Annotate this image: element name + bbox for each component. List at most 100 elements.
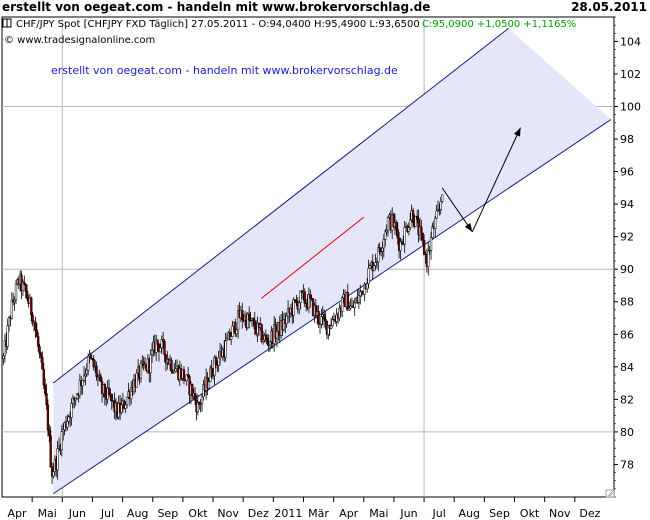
candle bbox=[378, 242, 381, 255]
candle bbox=[246, 311, 249, 330]
candle bbox=[38, 343, 41, 359]
candle bbox=[253, 311, 256, 335]
x-tick-label: Apr bbox=[8, 507, 28, 520]
candle bbox=[307, 287, 311, 314]
candle-body bbox=[268, 341, 272, 346]
candle bbox=[403, 220, 406, 254]
candle-body bbox=[56, 448, 59, 471]
candle-body bbox=[6, 325, 9, 347]
forecast-arrow-1 bbox=[441, 187, 473, 233]
candle-body bbox=[82, 375, 86, 381]
candle bbox=[31, 311, 34, 327]
candle-body bbox=[66, 421, 69, 428]
source-copyright-text: © www.tradesignalonline.com bbox=[4, 35, 155, 46]
candle bbox=[103, 382, 106, 406]
candle-body bbox=[130, 387, 133, 400]
x-tick-label: Jul bbox=[432, 507, 446, 520]
candle bbox=[200, 392, 204, 412]
candle bbox=[320, 308, 323, 329]
candle bbox=[438, 203, 441, 216]
candle-body bbox=[120, 404, 123, 413]
candlestick-series bbox=[2, 194, 444, 485]
candle-body bbox=[34, 321, 37, 331]
watermark-text: erstellt von oegeat.com - handeln mit ww… bbox=[51, 64, 398, 77]
candle bbox=[42, 362, 45, 390]
candle-body bbox=[248, 313, 251, 321]
candle-body bbox=[416, 215, 419, 220]
candle bbox=[236, 304, 240, 339]
candle-body bbox=[87, 356, 90, 371]
candle bbox=[303, 288, 306, 308]
candle-body bbox=[346, 292, 349, 311]
candle bbox=[155, 334, 158, 362]
candle bbox=[71, 394, 75, 409]
candle bbox=[435, 204, 438, 219]
candle bbox=[314, 298, 317, 319]
candle-body bbox=[349, 305, 352, 309]
candle bbox=[217, 350, 220, 372]
candle-body bbox=[368, 265, 372, 269]
candle-body bbox=[396, 229, 399, 239]
candle-body bbox=[161, 339, 165, 342]
candle-body bbox=[409, 219, 412, 228]
candle bbox=[309, 289, 312, 308]
arrow-head-icon bbox=[464, 222, 473, 232]
candle bbox=[7, 315, 11, 332]
candle bbox=[95, 361, 98, 381]
candle bbox=[348, 301, 351, 311]
candle-body bbox=[320, 316, 323, 325]
candle-body bbox=[135, 372, 138, 388]
candle bbox=[382, 233, 386, 258]
candle-body bbox=[341, 297, 344, 312]
candle bbox=[420, 219, 423, 241]
candle-body bbox=[338, 307, 341, 319]
candle-body bbox=[378, 247, 381, 252]
candle-body bbox=[44, 384, 47, 394]
x-tick-label: Sep bbox=[157, 507, 178, 520]
candle-body bbox=[7, 317, 11, 327]
candle-body bbox=[193, 393, 197, 401]
candle bbox=[293, 299, 297, 304]
x-tick-label: Mär bbox=[308, 507, 329, 520]
candle-body bbox=[407, 227, 410, 232]
candle-body bbox=[107, 387, 111, 396]
x-tick-label: Apr bbox=[339, 507, 359, 520]
candle-body bbox=[420, 226, 423, 234]
candle bbox=[374, 253, 377, 271]
candle bbox=[431, 222, 434, 240]
candle-body bbox=[46, 404, 50, 431]
x-tick-label: Mai bbox=[38, 507, 57, 520]
candle-body bbox=[217, 357, 220, 366]
candle-body bbox=[252, 318, 255, 321]
candle bbox=[261, 331, 265, 345]
candle-body bbox=[185, 374, 188, 381]
candle-body bbox=[264, 334, 268, 339]
candle bbox=[48, 424, 51, 443]
candle-body bbox=[427, 250, 430, 267]
y-tick-label: 104 bbox=[620, 35, 641, 48]
candle bbox=[327, 324, 330, 340]
arrow-shaft bbox=[471, 127, 521, 232]
candle bbox=[173, 362, 176, 374]
candle bbox=[164, 354, 168, 372]
candle-body bbox=[266, 338, 269, 344]
x-tick-label: Nov bbox=[217, 507, 239, 520]
y-tick-label: 92 bbox=[620, 231, 634, 244]
candle bbox=[252, 317, 255, 327]
candle-body bbox=[170, 359, 173, 372]
resize-grip-icon[interactable] bbox=[605, 489, 615, 498]
y-tick-label: 78 bbox=[620, 458, 634, 471]
candle-body bbox=[363, 283, 366, 295]
x-tick-label: Okt bbox=[520, 507, 540, 520]
channel-fill bbox=[53, 28, 612, 494]
x-tick-label: Jun bbox=[399, 507, 417, 520]
candle bbox=[428, 245, 431, 255]
candle-body bbox=[14, 283, 18, 301]
candle bbox=[441, 194, 444, 204]
candle-body bbox=[228, 332, 231, 340]
x-tick-label: Dez bbox=[248, 507, 269, 520]
candle-body bbox=[95, 365, 98, 377]
candle-body bbox=[125, 396, 129, 406]
candle bbox=[225, 333, 229, 342]
candle bbox=[407, 222, 410, 236]
